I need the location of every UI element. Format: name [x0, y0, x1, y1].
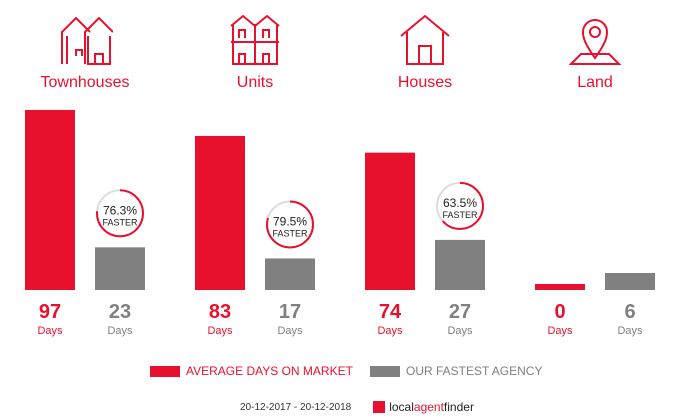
value-label: 23	[109, 301, 131, 323]
category-label: Units	[236, 74, 274, 91]
logo-text-local: local	[389, 400, 414, 414]
fastest-bar-houses	[435, 239, 485, 290]
units-icon	[230, 14, 280, 65]
days-label: Days	[377, 325, 403, 337]
category-houses: Houses	[340, 0, 510, 92]
logo-text-finder: finder	[443, 400, 474, 414]
days-label: Days	[37, 325, 63, 337]
faster-gauge-arc	[436, 181, 484, 230]
days-label: Days	[107, 325, 133, 337]
faster-gauge-arc	[266, 200, 314, 249]
value-label: 0	[554, 301, 565, 323]
date-range: 20-12-2017 - 20-12-2018	[240, 401, 352, 413]
average-bar-townhouses	[25, 109, 75, 290]
legend-swatch-fastest	[370, 365, 400, 377]
category-units: Units	[170, 0, 340, 92]
category-label: Houses	[397, 74, 453, 91]
house-icon	[400, 14, 450, 65]
days-label: Days	[277, 325, 303, 337]
legend-fastest: OUR FASTEST AGENCY	[370, 364, 542, 378]
category-townhouses: Townhouses	[0, 0, 170, 92]
value-label: 97	[39, 301, 61, 323]
legend-swatch-average	[150, 365, 180, 377]
faster-percent: 79.5%	[273, 214, 307, 228]
localagentfinder-logo: local agent finder	[373, 400, 474, 414]
category-land: Land	[510, 0, 680, 92]
faster-percent: 76.3%	[103, 203, 137, 217]
fastest-bar-units	[265, 258, 315, 290]
days-label: Days	[447, 325, 473, 337]
footer: 20-12-2017 - 20-12-2018 local agent finder	[240, 400, 474, 414]
value-label: 83	[209, 301, 231, 323]
chart: 97Days23Days76.3%FASTER83Days17Days79.5%…	[25, 109, 655, 337]
faster-label: FASTER	[102, 217, 138, 227]
category-label: Land	[577, 74, 613, 91]
fastest-bar-land	[605, 273, 655, 290]
legend-average: AVERAGE DAYS ON MARKET	[150, 364, 353, 378]
fastest-bar-townhouses	[95, 247, 145, 290]
value-label: 6	[624, 301, 635, 323]
legend-label-average: AVERAGE DAYS ON MARKET	[186, 364, 353, 378]
legend-label-fastest: OUR FASTEST AGENCY	[406, 364, 543, 378]
faster-percent: 63.5%	[443, 196, 477, 210]
faster-gauge-arc	[96, 189, 144, 238]
average-bar-units	[195, 135, 245, 290]
days-label: Days	[617, 325, 643, 337]
faster-label: FASTER	[272, 228, 308, 238]
value-label: 27	[449, 301, 471, 323]
days-label: Days	[207, 325, 233, 337]
average-bar-houses	[365, 152, 415, 290]
category-label: Townhouses	[40, 74, 130, 91]
logo-icon	[373, 401, 386, 413]
townhouse-icon	[61, 16, 113, 65]
faster-label: FASTER	[442, 210, 478, 220]
average-bar-land	[535, 284, 585, 290]
days-label: Days	[547, 325, 573, 337]
value-label: 17	[279, 301, 301, 323]
logo-text-agent: agent	[413, 400, 444, 414]
land-pin-icon	[568, 19, 622, 65]
value-label: 74	[379, 301, 402, 323]
